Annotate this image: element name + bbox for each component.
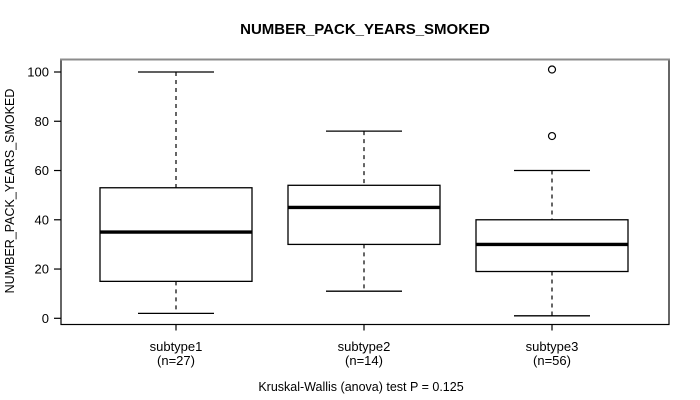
iqr-box-subtype1 [99,187,253,283]
chart-title: NUMBER_PACK_YEARS_SMOKED [240,21,490,38]
y-axis-label: NUMBER_PACK_YEARS_SMOKED [3,89,17,294]
x-category-label: subtype1 [150,339,203,354]
y-tick-label: 60 [35,163,49,178]
plot-area: 0 20 40 60 80 100 subtype1(n=27) subtype2(n=14)… [27,58,670,368]
y-tick-label: 0 [42,311,49,326]
y-tick-label: 100 [27,65,49,80]
x-category-label: subtype2 [338,339,391,354]
x-category-sublabel: (n=56) [533,353,571,368]
y-tick-label: 80 [35,114,49,129]
iqr-box-subtype2 [287,184,441,246]
x-category-label: subtype3 [526,339,579,354]
outlier-point-subtype3 [547,131,557,141]
outlier-point-subtype3 [547,65,557,74]
y-tick-label: 20 [35,262,49,277]
stat-test-caption: Kruskal-Wallis (anova) test P = 0.125 [258,380,463,394]
x-category-sublabel: (n=14) [345,353,383,368]
y-tick-label: 40 [35,212,49,227]
x-category-sublabel: (n=27) [157,353,195,368]
